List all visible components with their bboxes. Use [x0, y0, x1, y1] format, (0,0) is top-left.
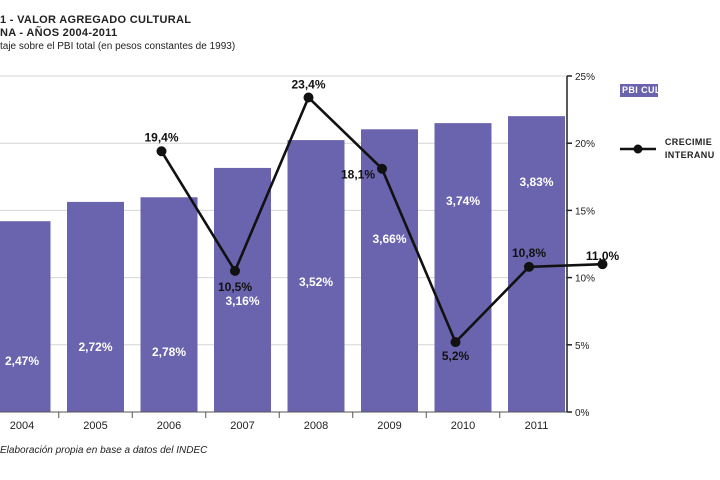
growth-label-2005: 19,4% [144, 130, 178, 144]
legend-item-bar: PBI CULTU [620, 84, 673, 97]
bar-label-2007: 3,16% [225, 294, 259, 308]
bar-2008 [287, 140, 345, 412]
chart-titles: 1 - VALOR AGREGADO CULTURAL NA - AÑOS 20… [0, 14, 235, 54]
growth-label-2010: 10,8% [512, 246, 546, 260]
bar-label-2009: 3,66% [372, 232, 406, 246]
right-axis-label: 10% [575, 274, 595, 285]
bar-2011 [508, 116, 565, 412]
chart-title-line-1: 1 - VALOR AGREGADO CULTURAL [0, 14, 192, 26]
growth-label-2006: 10,5% [218, 280, 252, 294]
legend-item-line: CRECIMIE INTERANU [620, 136, 715, 162]
growth-point-2006 [230, 265, 240, 276]
chart-subtitle: taje sobre el PBI total (en pesos consta… [0, 41, 236, 52]
bar-2006 [140, 197, 198, 412]
bar-label-2006: 2,78% [152, 345, 186, 359]
legend-line-label: CRECIMIE INTERANU [665, 136, 715, 162]
chart-title-line-2: NA - AÑOS 2004-2011 [0, 27, 118, 39]
x-tick-label-2008: 2008 [304, 420, 328, 432]
x-tick-label-2006: 2006 [157, 420, 181, 432]
growth-label-2007: 23,4% [291, 78, 325, 92]
bar-2005 [67, 201, 124, 412]
right-axis-label: 5% [575, 341, 590, 352]
bar-2009 [361, 129, 418, 412]
right-axis-label: 0% [575, 408, 590, 419]
bar-2010 [434, 123, 492, 412]
bar-label-2005: 2,72% [78, 340, 112, 354]
legend-line-label-2: INTERANU [664, 150, 715, 160]
bar-label-2004: 2,47% [5, 354, 39, 368]
source-note: Elaboración propia en base a datos del I… [0, 445, 208, 456]
bar-label-2008: 3,52% [299, 275, 333, 289]
legend-bar-swatch: PBI CULTU [620, 84, 673, 97]
bar-label-2010: 3,74% [446, 194, 480, 208]
legend-bar-label: PBI CULTU [622, 84, 673, 95]
right-axis-label: 15% [575, 206, 595, 217]
x-tick-label-2004: 2004 [10, 420, 34, 432]
bar-label-2011: 3,83% [519, 175, 553, 189]
growth-point-2005 [156, 146, 167, 157]
growth-point-2011 [597, 259, 608, 270]
legend-line-marker-icon [620, 144, 656, 154]
bar-2004 [0, 221, 51, 412]
x-tick-label-2005: 2005 [83, 420, 107, 432]
x-tick-label-2010: 2010 [451, 420, 475, 432]
growth-point-2008 [377, 163, 387, 174]
right-axis-label: 25% [575, 72, 595, 83]
growth-point-2009 [450, 337, 461, 348]
x-tick-label-2007: 2007 [230, 420, 254, 432]
growth-label-2008: 18,1% [341, 168, 375, 182]
growth-label-2009: 5,2% [442, 349, 470, 363]
legend-line-label-1: CRECIMIE [664, 137, 713, 147]
growth-point-2007 [303, 92, 314, 103]
growth-point-2010 [524, 261, 534, 272]
growth-label-2011: 11,0% [586, 249, 620, 263]
right-axis-label: 20% [575, 139, 595, 150]
x-tick-label-2011: 2011 [525, 420, 549, 432]
x-tick-label-2009: 2009 [377, 420, 401, 432]
